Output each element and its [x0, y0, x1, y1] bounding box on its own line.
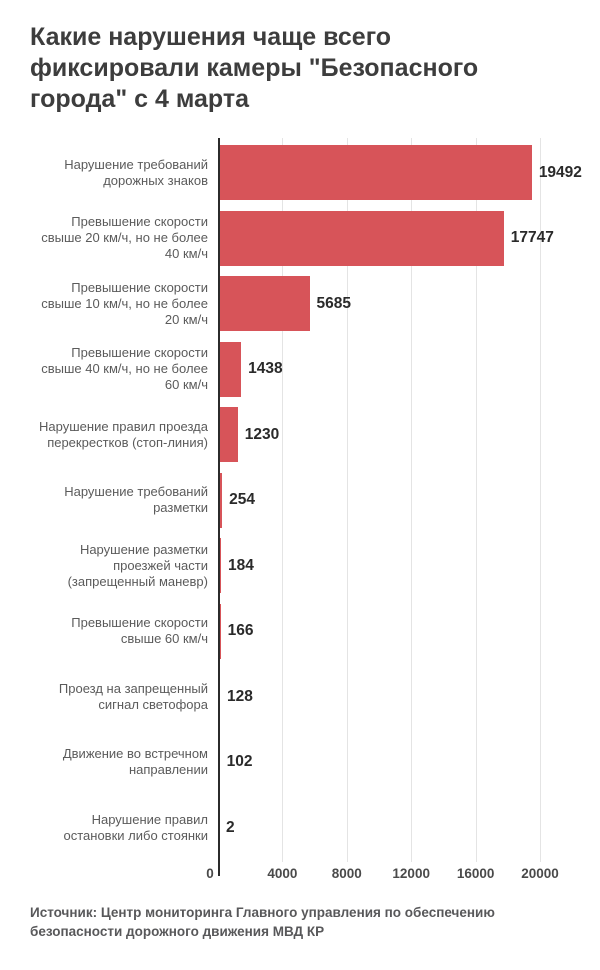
bar-row: Движение во встречном направлении 102	[0, 730, 600, 796]
plot-area: Нарушение требований дорожных знаков 1949…	[0, 138, 600, 881]
category-label: Движение во встречном направлении	[62, 746, 208, 778]
x-tick-label: 12000	[392, 866, 430, 881]
bar-row: Нарушение требований дорожных знаков 1949…	[0, 140, 600, 206]
bar[interactable]	[218, 145, 532, 200]
category-label: Нарушение правил проезда перекрестков (с…	[39, 418, 208, 450]
gridline	[282, 138, 284, 862]
bar[interactable]	[218, 341, 242, 397]
bar-row: Превышение скорости свыше 40 км/ч, но не…	[0, 337, 600, 403]
bar-row: Превышение скорости свыше 10 км/ч, но не…	[0, 271, 600, 337]
y-axis-line	[218, 138, 220, 876]
category-label: Превышение скорости свыше 20 км/ч, но не…	[41, 214, 208, 262]
value-label: 102	[226, 753, 253, 771]
value-label: 128	[227, 687, 253, 705]
gridline	[475, 138, 477, 862]
value-label: 2	[226, 818, 235, 836]
bar-row: Проезд на запрещенный сигнал светофора 12…	[0, 664, 600, 730]
bar[interactable]	[218, 407, 238, 462]
bar[interactable]	[218, 472, 223, 528]
bar-row: Нарушение требований разметки 254	[0, 468, 600, 534]
bar-row: Превышение скорости свыше 20 км/ч, но не…	[0, 206, 600, 272]
bar[interactable]	[218, 210, 504, 266]
gridline	[540, 138, 541, 862]
category-label: Превышение скорости свыше 40 км/ч, но не…	[41, 345, 208, 393]
bar-row: Нарушение правил проезда перекрестков (с…	[0, 402, 600, 468]
chart-title: Какие нарушения чаще всего фиксировали к…	[30, 23, 479, 113]
source-note: Источник: Центр мониторинга Главного упр…	[30, 905, 495, 939]
value-label: 166	[227, 622, 254, 640]
category-label: Нарушение правил остановки либо стоянки	[63, 811, 209, 843]
bar-row: Нарушение правил остановки либо стоянки 2	[0, 795, 600, 861]
category-label: Превышение скорости свыше 10 км/ч, но не…	[41, 279, 208, 327]
value-label: 184	[227, 556, 254, 574]
x-tick-label: 20000	[521, 866, 559, 881]
category-label: Нарушение требований дорожных знаков	[64, 156, 208, 188]
value-label: 254	[229, 491, 255, 509]
value-label: 17747	[510, 229, 554, 247]
bar-row: Нарушение разметки проезжей части (запре…	[0, 533, 600, 599]
gridline	[346, 138, 348, 862]
value-label: 19492	[538, 163, 582, 181]
bar[interactable]	[218, 276, 310, 331]
x-tick-label: 16000	[456, 866, 495, 881]
value-label: 1230	[244, 425, 280, 443]
category-label: Проезд на запрещенный сигнал светофора	[58, 680, 208, 712]
value-label: 5685	[316, 294, 351, 312]
category-label: Нарушение разметки проезжей части (запре…	[67, 541, 208, 589]
category-label: Нарушение требований разметки	[64, 484, 208, 516]
category-label: Превышение скорости свыше 60 км/ч	[71, 615, 208, 647]
bar-rows-container: Нарушение требований дорожных знаков 1949…	[0, 140, 600, 861]
gridline	[411, 138, 413, 862]
x-tick-label: 8000	[331, 866, 362, 881]
value-label: 1438	[248, 360, 283, 378]
x-tick-label: 4000	[267, 866, 298, 881]
x-axis-tick-labels: 0 4000 8000 12000 16000 20000	[0, 866, 600, 884]
bar-row: Превышение скорости свыше 60 км/ч 166	[0, 599, 600, 665]
x-tick-label: 0	[206, 866, 214, 881]
